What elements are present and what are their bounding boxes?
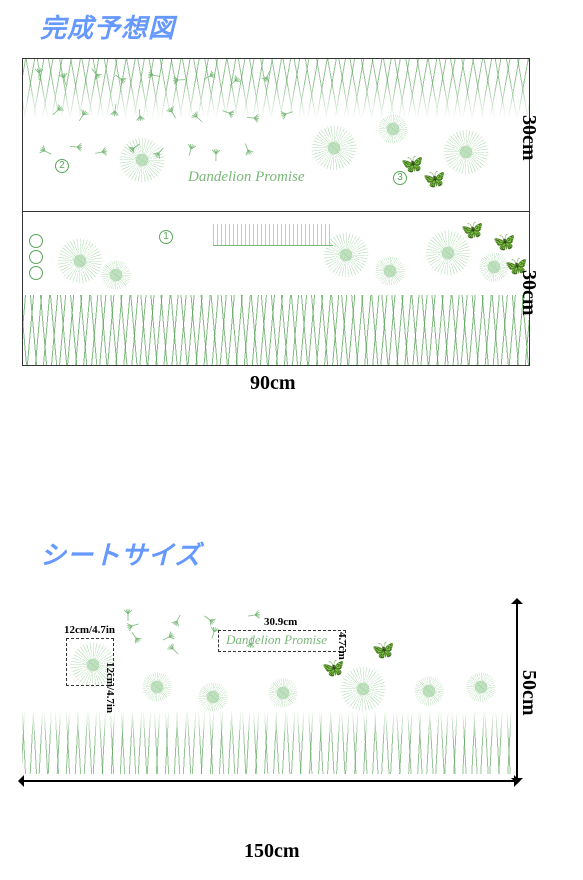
flowerbed-icon (213, 224, 333, 246)
dandelion-icon (198, 682, 228, 712)
dandelion-icon (268, 678, 298, 708)
dim-fig1-width: 90cm (250, 372, 296, 395)
marker-badge (29, 266, 43, 280)
seed-icon (210, 148, 222, 160)
grass-strip (23, 295, 529, 365)
seed-icon (108, 104, 122, 118)
dim-label-height: 4.7cm (336, 632, 348, 660)
arrow-head-icon (12, 775, 24, 787)
seed-icon (146, 68, 160, 82)
butterfly-icon: 🦋 (372, 640, 394, 661)
dim-row1-height: 30cm (517, 115, 540, 161)
seed-icon (71, 141, 84, 154)
butterfly-icon: 🦋 (461, 220, 483, 241)
figure2-panel: 🦋 🦋 12cm/4.7in 12cm/4.7in Dandelion Promise 3… (22, 602, 530, 792)
marker-badge: 2 (55, 159, 69, 173)
butterfly-icon: 🦋 (322, 658, 344, 679)
dim-row2-height: 30cm (517, 270, 540, 316)
dandelion-icon (414, 676, 444, 706)
seed-icon (240, 142, 256, 158)
seed-icon (128, 630, 145, 647)
dandelion-icon (311, 125, 357, 171)
dim-box-height: 12cm/4.7in (104, 662, 116, 713)
seed-icon (169, 613, 185, 629)
script-text: Dandelion Promise (188, 169, 305, 186)
section2-title: シートサイズ (40, 535, 201, 572)
dandelion-icon (101, 260, 131, 290)
dandelion-icon (340, 666, 386, 712)
figure1-row-bottom: 🦋🦋🦋1 (23, 212, 529, 365)
dandelion-icon (443, 129, 489, 175)
butterfly-icon: 🦋 (493, 232, 515, 253)
dandelion-icon (378, 114, 408, 144)
butterfly-icon: 🦋 (423, 169, 445, 190)
dandelion-icon (142, 672, 172, 702)
grass-strip-2 (22, 710, 514, 774)
seed-icon (247, 111, 260, 124)
arrow-head-icon (511, 592, 523, 604)
figure1-panel: 🦋🦋23Dandelion Promise 🦋🦋🦋1 (22, 58, 530, 366)
seed-icon (172, 74, 185, 87)
dim-label-width: 30.9cm (264, 616, 297, 628)
arrow-head-icon (511, 778, 523, 790)
seed-icon (33, 67, 45, 79)
seed-icon (184, 142, 199, 157)
seed-icon (122, 608, 134, 620)
marker-badge: 3 (393, 171, 407, 185)
marker-badge: 1 (159, 230, 173, 244)
dandelion-icon (375, 256, 405, 286)
seed-icon (248, 608, 262, 622)
dim-box-width: 12cm/4.7in (64, 624, 115, 636)
seed-icon (95, 145, 109, 159)
seed-icon (37, 143, 53, 159)
figure1-row-top: 🦋🦋23Dandelion Promise (23, 59, 529, 212)
dim-fig2-width: 150cm (244, 840, 300, 863)
dandelion-icon (57, 238, 103, 284)
script-text-2: Dandelion Promise (226, 632, 327, 648)
axis-horizontal (22, 780, 516, 782)
section1-title: 完成予想図 (40, 8, 175, 45)
marker-badge (29, 234, 43, 248)
marker-badge (29, 250, 43, 264)
dim-fig2-height: 50cm (517, 670, 540, 716)
seed-icon (278, 106, 293, 121)
dandelion-icon (466, 672, 496, 702)
seed-icon (133, 109, 146, 122)
